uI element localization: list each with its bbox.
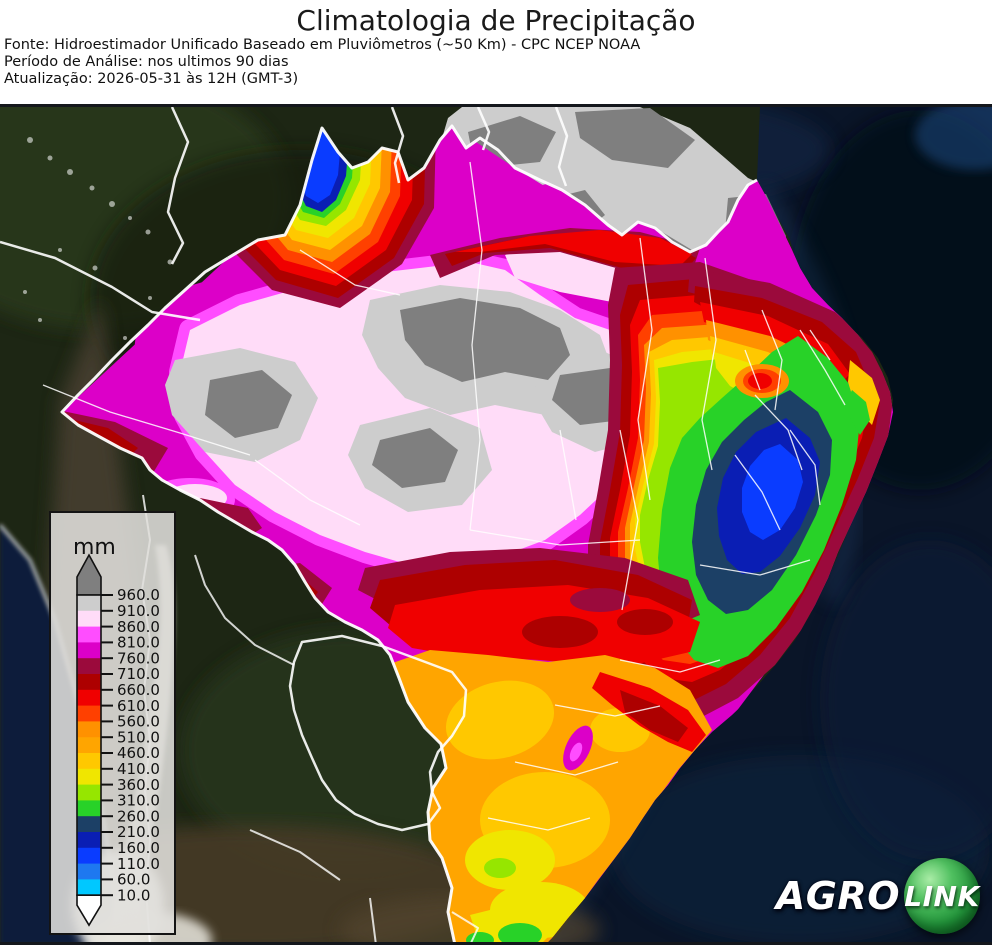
- legend-segment: [77, 832, 101, 849]
- legend-segment: [77, 816, 101, 833]
- logo-green-sphere: LINK: [904, 858, 980, 934]
- legend-tick-label: 760.0: [117, 649, 160, 667]
- legend-box: mm 960.0 910.0 860.0 810.0 760.0 710.0 660.0 61…: [49, 511, 176, 935]
- legend-tick-label: 810.0: [117, 634, 160, 652]
- state-borders: [42, 161, 846, 831]
- legend-segment: [77, 753, 101, 770]
- legend-tick-label: 660.0: [117, 681, 160, 699]
- legend-unit-label: mm: [73, 535, 116, 560]
- legend-tick-label: 710.0: [117, 665, 160, 683]
- cloud-specks: [23, 137, 212, 432]
- legend-tick-label: 10.0: [117, 886, 150, 904]
- legend-tick-label: 360.0: [117, 776, 160, 794]
- north-band: [430, 228, 700, 278]
- legend-tick-label: 160.0: [117, 839, 160, 857]
- legend-segment: [77, 721, 101, 738]
- update-line: Atualização: 2026-05-31 às 12H (GMT-3): [4, 71, 299, 87]
- legend-tick-label: 860.0: [117, 618, 160, 636]
- source-line: Fonte: Hidroestimador Unificado Baseado …: [4, 37, 641, 53]
- header: Climatologia de Precipitação Fonte: Hidr…: [0, 0, 992, 104]
- legend-tick-label: 410.0: [117, 760, 160, 778]
- country-borders: [0, 107, 758, 942]
- legend-tick-label: 210.0: [117, 823, 160, 841]
- legend-segment: [77, 610, 101, 628]
- legend-segment: [77, 784, 101, 801]
- legend-tick-label: 460.0: [117, 744, 160, 762]
- legend-segment: [77, 595, 101, 612]
- legend-tick-label: 310.0: [117, 792, 160, 810]
- legend-tick-label: 560.0: [117, 713, 160, 731]
- legend-tick-label: 60.0: [117, 871, 150, 889]
- legend-below-arrow: [76, 894, 102, 927]
- page-title: Climatologia de Precipitação: [296, 4, 696, 37]
- logo-agro-text: AGRO: [775, 874, 900, 918]
- logo-link-text: LINK: [904, 879, 980, 913]
- map-canvas: [0, 107, 992, 942]
- legend-tick-label: 260.0: [117, 807, 160, 825]
- legend-segment: [77, 705, 101, 722]
- period-line: Período de Análise: nos ultimos 90 dias: [4, 54, 289, 70]
- agrolink-logo: AGRO LINK: [776, 858, 980, 934]
- legend-segment: [77, 800, 101, 817]
- legend-segment: [77, 768, 101, 786]
- precipitation-map: mm 960.0 910.0 860.0 810.0 760.0 710.0 660.0 61…: [0, 104, 992, 945]
- legend-tick-label: 910.0: [117, 602, 160, 620]
- legend-tick-label: 110.0: [117, 855, 160, 873]
- legend-colorbar: 960.0910.0860.0810.0760.0710.0660.0610.0…: [76, 553, 160, 927]
- legend-segment: [77, 674, 101, 691]
- legend-segment: [77, 863, 101, 880]
- legend-segment: [77, 626, 101, 643]
- legend-segment: [77, 847, 101, 865]
- legend-segment: [77, 689, 101, 707]
- legend-tick-label: 510.0: [117, 728, 160, 746]
- center-south: [358, 548, 712, 942]
- legend-segment: [77, 737, 101, 754]
- legend-segment: [77, 658, 101, 675]
- legend-segment: [77, 879, 101, 896]
- legend-above-arrow: [76, 553, 102, 596]
- legend-segment: [77, 642, 101, 659]
- legend-tick-label: 960.0: [117, 586, 160, 604]
- legend-tick-label: 610.0: [117, 697, 160, 715]
